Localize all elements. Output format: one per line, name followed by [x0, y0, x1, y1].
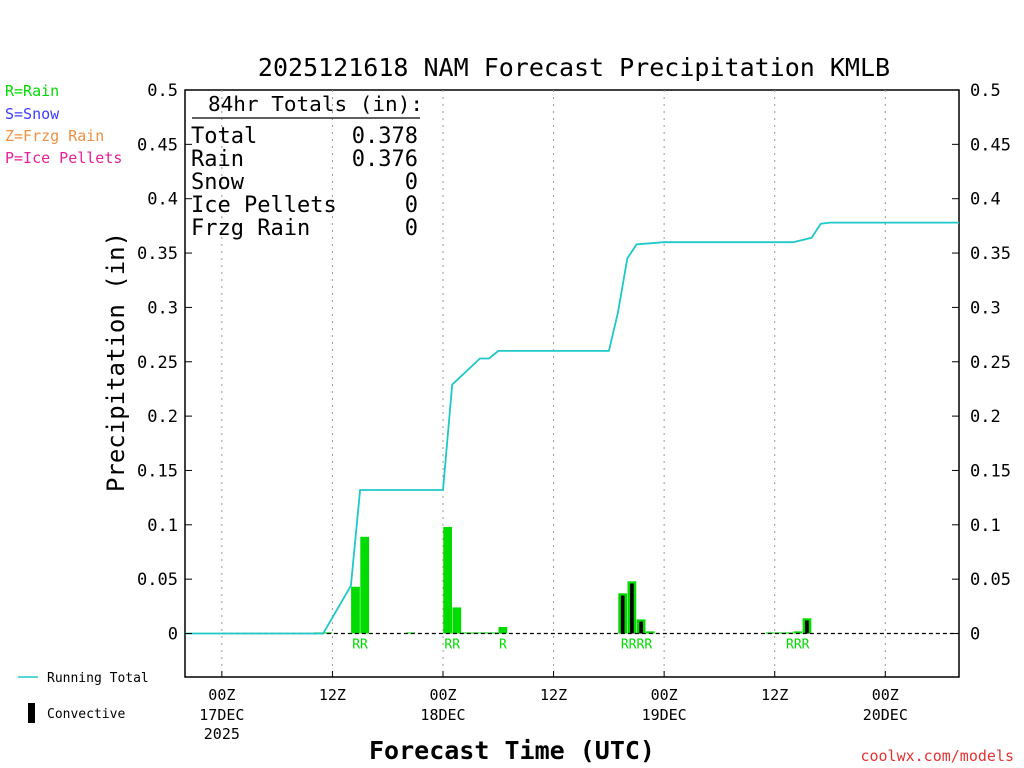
y-tick-label-right: 0.4 [970, 190, 1001, 210]
totals-value-frzg: 0 [405, 216, 418, 241]
y-tick-label-right: 0.5 [970, 81, 1001, 101]
y-tick-label-left: 0.1 [147, 516, 178, 536]
legend-running-total: Running Total [47, 671, 149, 686]
y-axis-left: 0 0.05 0.1 0.15 0.2 0.25 0.3 0.35 0.4 0.45 0.5 [137, 81, 192, 645]
legend-convective-swatch [28, 703, 35, 723]
legend-convective: Convective [47, 707, 125, 722]
legend-rain: R=Rain [5, 82, 59, 100]
running-total-line [185, 221, 959, 635]
precip-bar [793, 631, 803, 634]
y-tick-label-right: 0.35 [970, 244, 1011, 264]
y-tick-label-right: 0.45 [970, 135, 1011, 155]
legend-snow: S=Snow [5, 105, 60, 123]
y-axis-right: 0 0.05 0.1 0.15 0.2 0.25 0.3 0.35 0.4 0.45 0.5 [952, 81, 1011, 645]
x-tick-date: 18DEC [420, 706, 465, 724]
y-tick-label-left: 0.45 [137, 135, 178, 155]
precip-type-label: RR [444, 638, 460, 653]
precip-type-label: RRR [786, 638, 810, 653]
y-tick-label-left: 0.3 [147, 298, 178, 318]
precip-type-label: RRRR [621, 638, 652, 653]
y-tick-label-left: 0.25 [137, 353, 178, 373]
totals-label-ice: Ice Pellets [191, 193, 337, 218]
y-tick-label-right: 0.15 [970, 461, 1011, 481]
convective-bars [620, 583, 809, 634]
convective-bar [630, 583, 634, 634]
x-tick-label: 12Z [540, 686, 567, 704]
precip-bar [489, 632, 499, 634]
y-tick-label-left: 0.2 [147, 407, 178, 427]
totals-value-ice: 0 [405, 193, 418, 218]
totals-value-total: 0.378 [352, 124, 418, 149]
chart-title: 2025121618 NAM Forecast Precipitation KM… [258, 53, 890, 82]
x-tick-date: 17DEC [199, 706, 244, 724]
precip-type-labels: RR RR R RRRR RRR [352, 638, 809, 653]
precip-bar [498, 626, 508, 634]
totals-value-snow: 0 [405, 170, 418, 195]
legend-frzg-rain: Z=Frzg Rain [5, 127, 104, 145]
y-tick-label-right: 0.3 [970, 298, 1001, 318]
precip-bar [351, 586, 360, 634]
y-tick-label-left: 0 [168, 625, 178, 645]
y-tick-label-left: 0.4 [147, 190, 178, 210]
y-tick-label-left: 0.05 [137, 570, 178, 590]
precip-bar [452, 607, 462, 634]
totals-label-frzg: Frzg Rain [191, 216, 310, 241]
series-legend: Running Total Convective [18, 671, 149, 723]
totals-header: 84hr Totals (in): [208, 92, 423, 116]
precip-type-label: R [499, 638, 507, 653]
x-tick-label: 00Z [872, 686, 899, 704]
y-axis-label: Precipitation (in) [102, 232, 130, 492]
convective-bar [620, 595, 625, 634]
precip-bars [314, 526, 812, 634]
x-tick-label: 12Z [319, 686, 346, 704]
x-tick-date: 20DEC [863, 706, 908, 724]
x-tick-label: 00Z [429, 686, 456, 704]
legend-ice-pellets: P=Ice Pellets [5, 149, 122, 167]
totals-label-rain: Rain [191, 147, 244, 172]
y-tick-label-left: 0.5 [147, 81, 178, 101]
x-tick-label: 00Z [651, 686, 678, 704]
y-tick-label-left: 0.15 [137, 461, 178, 481]
totals-value-rain: 0.376 [352, 147, 418, 172]
x-tick-year: 2025 [204, 725, 240, 743]
vertical-gridlines [221, 90, 886, 677]
totals-label-snow: Snow [191, 170, 245, 195]
convective-bar [639, 621, 643, 634]
x-tick-date: 19DEC [642, 706, 687, 724]
precip-bar [443, 526, 452, 634]
x-axis-label: Forecast Time (UTC) [369, 736, 655, 765]
y-tick-label-right: 0.2 [970, 407, 1001, 427]
source-credit: coolwx.com/models [860, 747, 1014, 765]
precip-bar [360, 536, 370, 634]
precip-bar [645, 631, 655, 634]
precip-bar [784, 632, 793, 634]
precip-bar [461, 632, 471, 634]
totals-label-total: Total [191, 124, 257, 149]
precip-bar [774, 632, 784, 634]
plot-frame [184, 89, 960, 678]
y-tick-label-right: 0.25 [970, 353, 1011, 373]
x-tick-label: 12Z [761, 686, 788, 704]
totals-box: 84hr Totals (in): Total 0.378 Rain 0.376… [191, 92, 423, 241]
y-tick-label-left: 0.35 [137, 244, 178, 264]
precip-type-label: RR [352, 638, 368, 653]
y-tick-label-right: 0.05 [970, 570, 1011, 590]
x-tick-label: 00Z [208, 686, 235, 704]
convective-bar [805, 620, 809, 634]
y-tick-label-right: 0.1 [970, 516, 1001, 536]
precip-bar [406, 632, 416, 634]
y-tick-label-right: 0 [970, 625, 980, 645]
type-legend: R=Rain S=Snow Z=Frzg Rain P=Ice Pellets [5, 82, 122, 167]
